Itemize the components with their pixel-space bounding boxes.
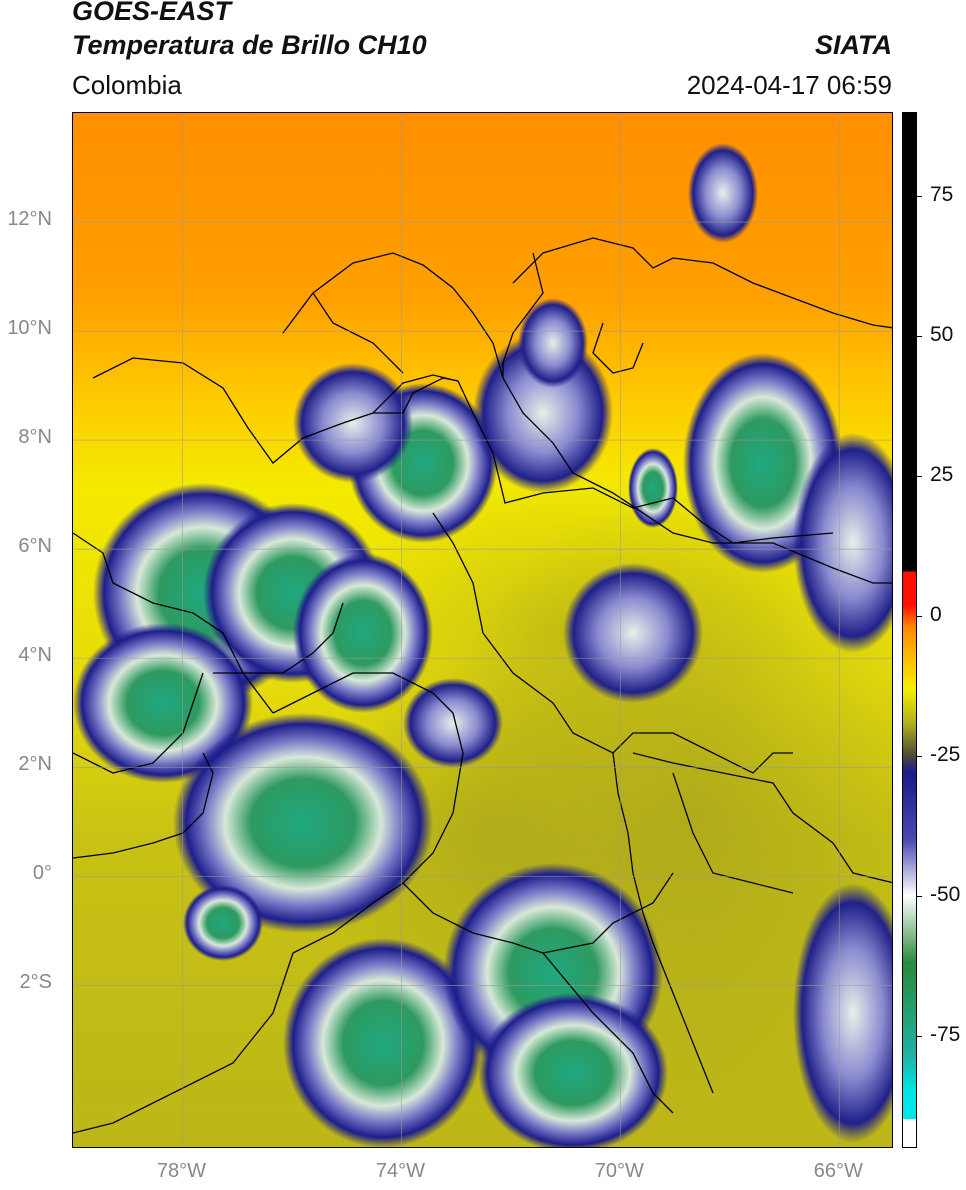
timestamp-label: 2024-04-17 06:59: [686, 70, 892, 100]
latitude-tick-label: 2°S: [19, 971, 52, 994]
colorbar-tick-label: -25: [930, 743, 961, 766]
latitude-tick-label: 8°N: [18, 426, 52, 449]
satellite-title: GOES-EAST: [72, 0, 232, 26]
satellite-map: [72, 112, 893, 1148]
graticule: [73, 113, 892, 1147]
temperature-colorbar: [902, 112, 917, 1148]
colorbar-tick: [917, 196, 922, 197]
colorbar-tick: [917, 616, 922, 617]
latitude-tick-label: 10°N: [7, 317, 52, 340]
colorbar-tick-label: 25: [930, 463, 954, 486]
longitude-tick-label: 66°W: [813, 1160, 863, 1182]
latitude-tick-label: 12°N: [7, 208, 52, 231]
source-label: SIATA: [815, 30, 892, 60]
colorbar-tick: [917, 336, 922, 337]
latitude-tick-label: 0°: [32, 862, 52, 885]
colorbar-tick-label: 50: [930, 323, 954, 346]
colorbar-tick-label: 75: [930, 183, 954, 206]
latitude-tick-label: 4°N: [18, 644, 52, 667]
region-label: Colombia: [72, 70, 182, 100]
colorbar-tick-label: -75: [930, 1023, 961, 1046]
colorbar-tick: [917, 756, 922, 757]
longitude-tick-label: 78°W: [156, 1160, 207, 1182]
colorbar-tick: [917, 476, 922, 477]
colorbar-tick-label: 0: [930, 603, 942, 626]
colorbar-tick: [917, 1036, 922, 1037]
product-title: Temperatura de Brillo CH10: [72, 30, 427, 60]
map-canvas: [73, 113, 892, 1147]
colorbar-tick: [917, 896, 922, 897]
colorbar-tick-label: -50: [930, 883, 961, 906]
longitude-tick-label: 74°W: [375, 1160, 425, 1182]
country-borders: [73, 237, 892, 1134]
latitude-tick-label: 2°N: [18, 753, 52, 776]
latitude-tick-label: 6°N: [18, 535, 52, 558]
longitude-tick-label: 70°W: [594, 1160, 644, 1182]
